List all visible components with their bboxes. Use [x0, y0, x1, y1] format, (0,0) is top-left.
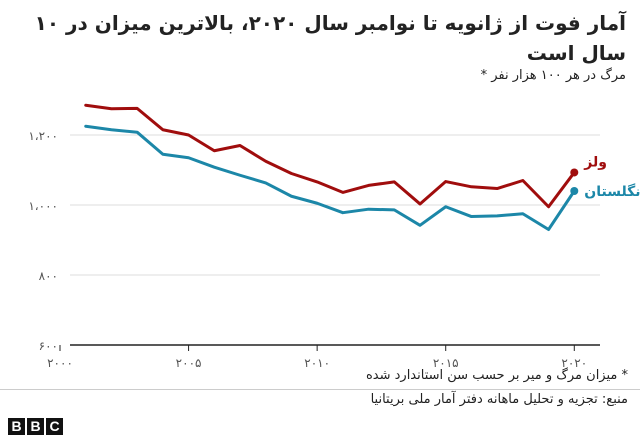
series-line	[84, 124, 576, 231]
series-label: ولز	[583, 154, 607, 170]
series-line	[84, 103, 576, 209]
x-tick-label: ۲۰۰۰	[47, 356, 73, 370]
series-end-marker	[570, 168, 579, 177]
series-end-marker	[570, 187, 579, 195]
series-label: انگلستان	[584, 183, 640, 200]
x-tick-label: ۲۰۰۵	[176, 356, 202, 370]
line-chart: ۶۰۰ ۸۰۰ ۱،۰۰۰ ۱،۲۰۰ ۲۰۰۰ ۲۰۰۵ ۲۰۱۰ ۲۰۱۵ ۲۰۲۰ ولز ا…	[28, 103, 640, 370]
bbc-logo-letter: B	[27, 418, 44, 435]
y-tick-label: ۱،۰۰۰	[28, 199, 58, 213]
bbc-logo: B B C	[8, 418, 63, 435]
bbc-logo-letter: B	[8, 418, 25, 435]
x-tick-label: ۲۰۲۰	[561, 356, 587, 370]
y-tick-label: ۱،۲۰۰	[28, 129, 58, 143]
footnote: * میزان مرگ و میر بر حسب سن استاندارد شد…	[365, 368, 628, 383]
y-tick-label: ۸۰۰	[39, 269, 58, 283]
chart-subtitle: مرگ در هر ۱۰۰ هزار نفر *	[480, 68, 626, 83]
footer-divider	[0, 389, 640, 390]
y-tick-label: ۶۰۰	[39, 339, 58, 353]
bbc-logo-letter: C	[46, 418, 63, 435]
source-note: منبع: تجزیه و تحلیل ماهانه دفتر آمار ملی…	[370, 392, 628, 407]
x-tick-label: ۲۰۱۰	[304, 356, 330, 370]
chart-title: آمار فوت از ژانویه تا نوامبر سال ۲۰۲۰، ب…	[34, 11, 626, 65]
x-tick-label: ۲۰۱۵	[433, 356, 459, 370]
